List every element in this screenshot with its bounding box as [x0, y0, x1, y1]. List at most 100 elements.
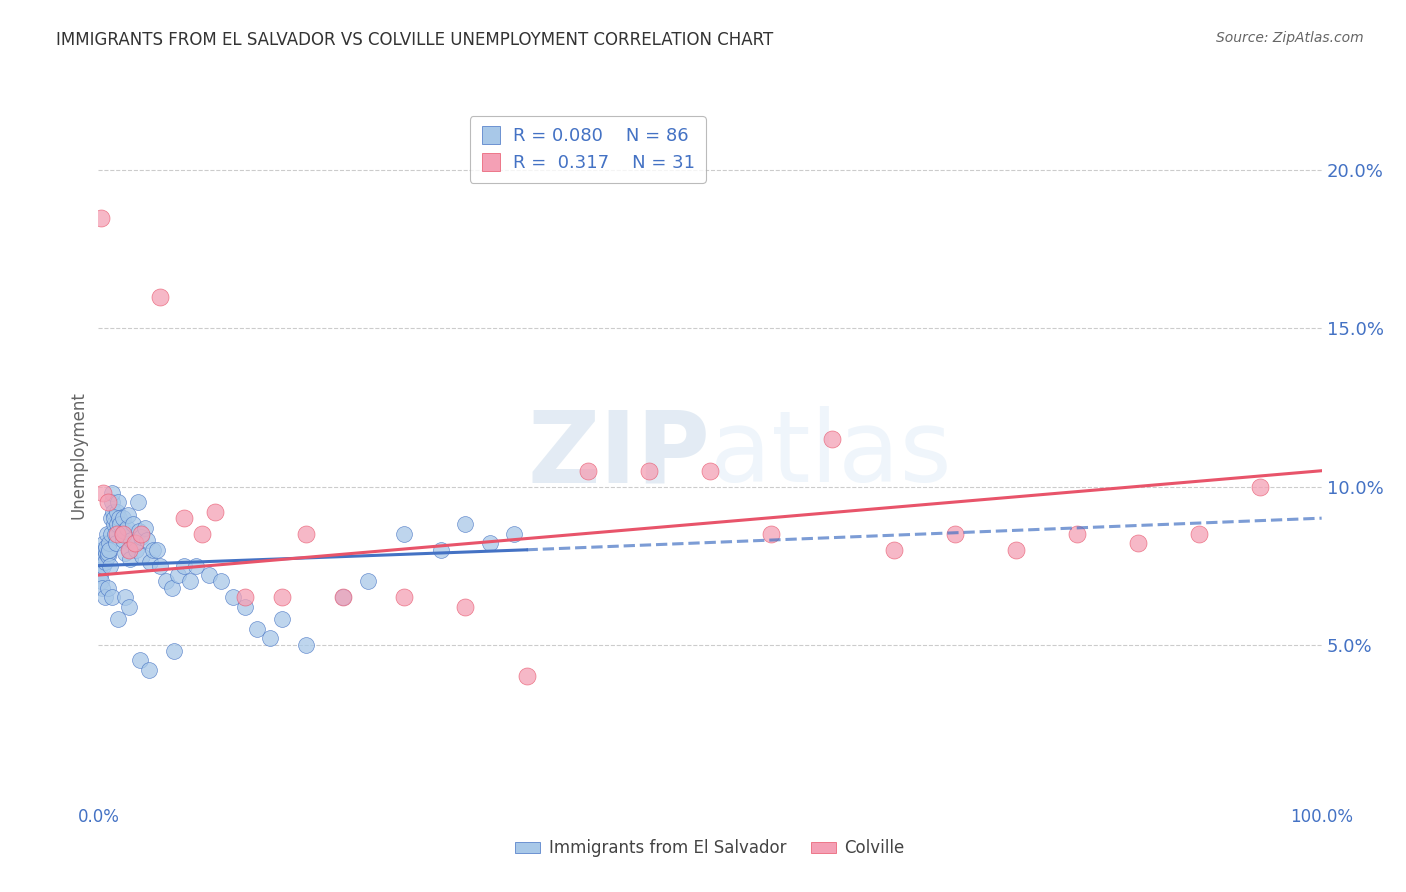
Point: [94, 546, 117, 560]
Point: [91, 486, 114, 500]
Point: [392, 527, 416, 541]
Point: [105, 527, 128, 541]
Point: [118, 599, 141, 614]
Point: [454, 517, 477, 532]
Text: IMMIGRANTS FROM EL SALVADOR VS COLVILLE UNEMPLOYMENT CORRELATION CHART: IMMIGRANTS FROM EL SALVADOR VS COLVILLE …: [56, 31, 773, 49]
Point: [430, 542, 453, 557]
Point: [91, 581, 114, 595]
Point: [118, 542, 141, 557]
Point: [93, 536, 115, 550]
Point: [96, 540, 118, 554]
Point: [179, 574, 201, 589]
Point: [173, 558, 195, 573]
Point: [204, 505, 226, 519]
Point: [90, 211, 112, 225]
Point: [124, 536, 146, 550]
Point: [149, 290, 172, 304]
Point: [129, 527, 152, 541]
Point: [129, 530, 152, 544]
Point: [101, 486, 124, 500]
Point: [1066, 527, 1088, 541]
Point: [142, 542, 165, 557]
Text: atlas: atlas: [710, 407, 952, 503]
Point: [120, 533, 142, 548]
Point: [129, 653, 152, 667]
Point: [821, 432, 844, 446]
Point: [107, 612, 129, 626]
Point: [114, 591, 136, 605]
Point: [101, 505, 124, 519]
Point: [191, 527, 214, 541]
Point: [101, 495, 124, 509]
Point: [134, 521, 156, 535]
Point: [97, 581, 120, 595]
Point: [124, 536, 146, 550]
Point: [131, 549, 153, 563]
Point: [101, 591, 124, 605]
Point: [111, 533, 134, 548]
Legend: Immigrants from El Salvador, Colville: Immigrants from El Salvador, Colville: [509, 833, 911, 864]
Point: [197, 568, 219, 582]
Point: [107, 495, 129, 509]
Point: [121, 517, 143, 532]
Point: [98, 542, 121, 557]
Point: [125, 542, 148, 557]
Point: [139, 556, 162, 570]
Point: [259, 632, 281, 646]
Point: [332, 591, 354, 605]
Point: [136, 533, 159, 548]
Point: [91, 558, 114, 573]
Point: [163, 644, 186, 658]
Point: [155, 574, 177, 589]
Point: [90, 574, 112, 589]
Point: [516, 669, 538, 683]
Point: [100, 527, 122, 541]
Point: [699, 464, 721, 478]
Point: [111, 527, 134, 541]
Point: [120, 552, 142, 566]
Point: [270, 612, 294, 626]
Point: [108, 511, 131, 525]
Point: [149, 558, 172, 573]
Point: [111, 527, 134, 541]
Point: [100, 511, 122, 525]
Point: [1188, 527, 1211, 541]
Point: [209, 574, 232, 589]
Point: [186, 558, 208, 573]
Point: [883, 542, 905, 557]
Point: [117, 508, 139, 522]
Point: [146, 542, 169, 557]
Point: [167, 568, 190, 582]
Point: [111, 511, 134, 525]
Point: [97, 495, 120, 509]
Point: [454, 599, 477, 614]
Point: [103, 511, 125, 525]
Point: [295, 638, 318, 652]
Point: [91, 542, 114, 557]
Point: [112, 524, 135, 538]
Point: [1128, 536, 1150, 550]
Point: [90, 549, 112, 563]
Point: [332, 591, 354, 605]
Text: Source: ZipAtlas.com: Source: ZipAtlas.com: [1216, 31, 1364, 45]
Point: [761, 527, 783, 541]
Point: [98, 558, 121, 573]
Point: [576, 464, 599, 478]
Point: [246, 622, 269, 636]
Point: [94, 556, 117, 570]
Point: [110, 517, 132, 532]
Point: [128, 524, 150, 538]
Text: ZIP: ZIP: [527, 407, 710, 503]
Point: [1250, 479, 1272, 493]
Point: [295, 527, 318, 541]
Point: [105, 517, 128, 532]
Point: [127, 495, 149, 509]
Point: [115, 521, 138, 535]
Point: [1004, 542, 1026, 557]
Point: [89, 568, 111, 582]
Point: [91, 549, 114, 563]
Point: [97, 549, 120, 563]
Point: [138, 663, 160, 677]
Point: [478, 536, 501, 550]
Point: [104, 527, 127, 541]
